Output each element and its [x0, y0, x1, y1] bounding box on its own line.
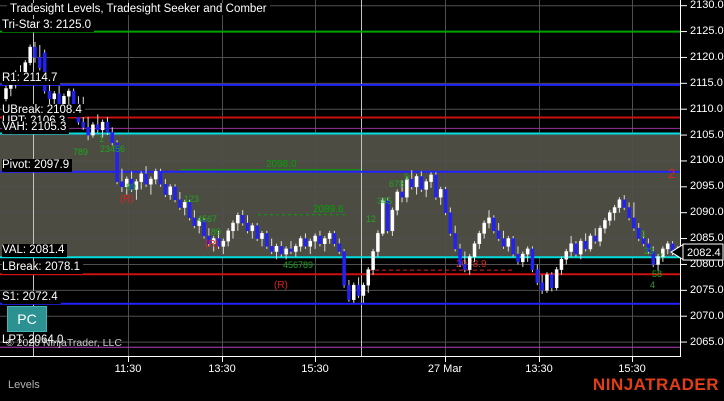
level-label: Tri-Star 3: 2125.0 [2, 18, 95, 32]
chart-title: Tradesight Levels, Tradesight Seeker and… [7, 3, 270, 15]
time-axis-label: 13:30 [208, 363, 236, 375]
tab-levels[interactable]: Levels [8, 379, 40, 391]
level-lines [0, 30, 680, 348]
signal-line-label: 2098.0 [266, 159, 297, 170]
svg-text:7: 7 [658, 252, 663, 262]
svg-text:789: 789 [73, 147, 88, 157]
time-axis-label: 13:30 [525, 363, 553, 375]
svg-text:4: 4 [650, 280, 655, 290]
svg-text:(R): (R) [274, 280, 288, 291]
candles [4, 41, 680, 303]
svg-text:89: 89 [211, 227, 221, 237]
svg-text:2: 2 [668, 166, 675, 181]
svg-text:2082.4: 2082.4 [687, 247, 721, 259]
time-axis-label: 15:30 [301, 363, 329, 375]
level-label: UBreak: 2108.4 [2, 104, 85, 118]
price-axis-label: 2100.0 [690, 154, 724, 167]
price-axis-label: 2085.0 [690, 232, 724, 245]
price-axis-label: 2105.0 [690, 128, 724, 141]
last-price-marker: 2082.4 [670, 243, 724, 261]
time-axis-label: 11:30 [114, 363, 142, 375]
svg-text:678: 678 [389, 179, 404, 189]
svg-text:(R): (R) [205, 239, 219, 250]
svg-text:1: 1 [641, 229, 646, 239]
time-axis[interactable] [0, 356, 680, 378]
svg-text:1: 1 [99, 134, 104, 144]
value-area-band [0, 133, 680, 258]
level-label: LBreak: 2078.1 [2, 261, 84, 275]
svg-text:456789: 456789 [283, 260, 313, 270]
level-label: LPT: 2064.0 [2, 334, 64, 347]
svg-text:89: 89 [126, 182, 136, 192]
price-axis-label: 2130.0 [690, 0, 724, 12]
level-label: Pivot: 2097.9 [2, 158, 73, 172]
price-axis-label: 2120.0 [690, 50, 724, 63]
price-axis-label: 2075.0 [690, 283, 724, 296]
level-label: S1: 2072.4 [2, 290, 61, 304]
price-axis-label: 2110.0 [690, 102, 723, 115]
svg-text:345: 345 [377, 196, 392, 206]
svg-text:123: 123 [184, 194, 199, 204]
ninjatrader-logo: NINJATRADER [592, 375, 719, 394]
svg-text:9: 9 [404, 172, 409, 182]
time-axis-label: 27 Mar [427, 363, 463, 375]
level-label: VAH: 2105.3 [2, 120, 70, 134]
pc-button[interactable]: PC [7, 306, 47, 332]
svg-text:23: 23 [644, 246, 654, 256]
time-axis-label: 15:30 [618, 363, 646, 375]
signal-line-label: 2078.9 [456, 259, 487, 270]
svg-text:(R): (R) [120, 194, 134, 205]
svg-text:58: 58 [652, 269, 662, 279]
signal-line-label: 2089.6 [313, 204, 344, 215]
price-axis-label: 2115.0 [690, 76, 723, 89]
copyright-text: © 2020 NinjaTrader, LLC [6, 337, 122, 349]
level-label: VAL: 2081.4 [2, 244, 68, 258]
price-axis-label: 2070.0 [690, 309, 724, 322]
price-axis-label: 2080.0 [690, 257, 724, 270]
svg-text:4567: 4567 [197, 214, 217, 224]
level-label: R1: 2114.7 [2, 71, 61, 85]
price-axis-label: 2065.0 [690, 335, 724, 348]
price-axis-label: 2125.0 [690, 25, 724, 38]
price-axis-label: 2095.0 [690, 180, 724, 193]
svg-text:23456: 23456 [100, 144, 125, 154]
price-axis-label: 2090.0 [690, 206, 724, 219]
price-axis[interactable] [681, 0, 724, 356]
svg-text:12: 12 [366, 214, 376, 224]
